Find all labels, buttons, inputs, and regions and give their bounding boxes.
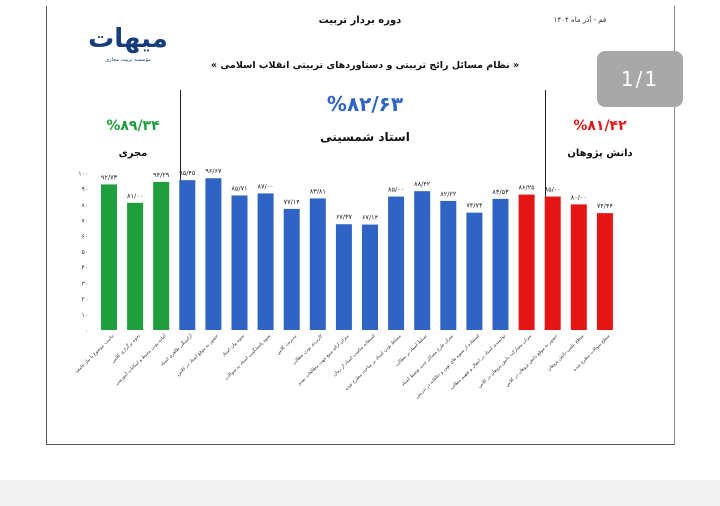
value-label: ۹۲/۷۳ xyxy=(101,173,118,181)
value-label: ۸۵/۷۱ xyxy=(231,184,247,192)
group-percent-students: %۸۱/۴۲ xyxy=(573,118,627,134)
value-label: ۸۲/۲۲ xyxy=(440,190,457,198)
bar xyxy=(153,181,170,330)
value-label: ۸۱/۰۰ xyxy=(127,192,143,200)
bar xyxy=(596,213,613,330)
x-tick-label: مدیریت کلاس xyxy=(275,333,298,356)
value-label: ۸۵/۰۰ xyxy=(545,186,561,194)
y-tick-label: ۳۰ xyxy=(82,280,88,287)
value-label: ۶۷/۳۷ xyxy=(336,213,353,221)
value-label: ۹۵/۴۵ xyxy=(179,169,196,177)
bar xyxy=(179,180,196,330)
page-indicator[interactable]: 1/1 xyxy=(597,51,683,107)
bar xyxy=(231,195,248,330)
value-label: ۸۷/۰۰ xyxy=(258,182,274,190)
y-tick-label: ۹۰ xyxy=(82,186,88,193)
report-subtitle: « نظام مسائل رائج تربیتی و دستاوردهای تر… xyxy=(210,60,520,71)
bar xyxy=(257,193,274,330)
y-tick-label: ۴۰ xyxy=(82,265,88,272)
x-tick-label: مسلط بودن استاد بر مباحث مطرح شده xyxy=(344,334,402,392)
bar xyxy=(362,224,378,330)
value-label: ۷۴/۷۴ xyxy=(466,202,483,210)
x-tick-label: حضور به موقع استاد در کلاس xyxy=(175,333,219,377)
value-label: ۸۶/۲۵ xyxy=(519,184,536,192)
y-tick-label: ۸۰ xyxy=(82,202,88,209)
x-tick-label: تناسب موضوع با نیاز جامعه xyxy=(75,333,116,374)
value-label: ۸۳/۵۳ xyxy=(492,188,509,196)
logo-text: میهات xyxy=(88,24,168,54)
bar xyxy=(492,198,509,330)
bar xyxy=(518,194,535,330)
bars xyxy=(101,178,613,330)
bar xyxy=(205,178,222,330)
value-label: ۸۸/۴۲ xyxy=(414,180,431,188)
value-label: ۹۶/۶۷ xyxy=(205,167,222,175)
y-tick-label: ۱۰ xyxy=(82,312,88,319)
bar xyxy=(440,200,457,330)
value-label: ۸۳/۸۱ xyxy=(310,187,326,195)
report-title: دوره بردار تربیت xyxy=(318,15,402,26)
y-tick-label: ۰ xyxy=(85,328,88,335)
bar xyxy=(570,204,587,330)
group-percent-teacher: %۸۲/۶۳ xyxy=(326,92,404,116)
report-document xyxy=(46,6,675,445)
value-labels: ۹۲/۷۳ ۸۱/۰۰ ۹۴/۲۹ ۹۵/۴۵ ۹۶/۶۷ ۸۵/۷۱ ۸۷/۰۰ ۷۷/۱۴… xyxy=(101,167,614,221)
value-label: ۶۷/۱۴ xyxy=(362,214,379,222)
x-tick-label: نحوه پاسخگویی استاد به سوالات xyxy=(223,332,272,381)
y-tick-label: ۱۰۰ xyxy=(78,171,88,178)
x-tick-label: نحوه بیان استاد xyxy=(222,334,246,358)
bar xyxy=(101,184,117,330)
x-tick-label: میزان طرح مسائل جدید توسط استاد xyxy=(401,334,455,388)
bar xyxy=(466,212,483,330)
bar xyxy=(127,202,144,330)
x-tick-label: میزان مشارکت دانش پژوهان در کلاس xyxy=(477,333,534,390)
bar xyxy=(309,198,326,330)
logo: میهات مؤسسه تربیت مجازی xyxy=(78,22,178,68)
report-date: قم - آذر ماه ۱۴۰۴ xyxy=(553,16,607,24)
y-tick-label: ۷۰ xyxy=(82,218,88,225)
bar xyxy=(544,196,561,330)
value-label: ۸۰/۰۰ xyxy=(571,193,587,201)
group-name-host: مجری xyxy=(118,148,148,159)
bottom-bar xyxy=(0,480,720,506)
group-name-students: دانش پژوهان xyxy=(567,148,633,159)
x-tick-label: میزان ارائه منبع جهت مطالعات بعدی xyxy=(297,334,351,388)
bar xyxy=(335,224,352,330)
value-label: ۹۴/۲۹ xyxy=(153,171,170,179)
group-name-teacher: استاد شمسینی xyxy=(320,130,410,144)
value-label: ۸۵/۰۰ xyxy=(388,186,404,194)
x-tick-label: توانمندی استاد در انتقال و تفهیم مطالب xyxy=(450,333,508,391)
logo-subtext: مؤسسه تربیت مجازی xyxy=(105,57,151,63)
value-label: ۷۴/۴۴ xyxy=(597,202,614,210)
bar xyxy=(414,191,431,330)
bar xyxy=(388,196,405,330)
x-tick-label: حضور به موقع دانش پژوهان در کلاس xyxy=(504,333,559,388)
value-label: ۷۷/۱۴ xyxy=(284,198,301,206)
y-tick-label: ۶۰ xyxy=(82,233,88,240)
x-tick-label: آماده بودن محیط و امکانات آموزشی xyxy=(114,333,168,387)
bar xyxy=(283,208,300,330)
group-percent-host: %۸۹/۳۴ xyxy=(106,118,160,134)
y-tick-label: ۲۰ xyxy=(82,296,88,303)
y-axis: ۰ ۱۰ ۲۰ ۳۰ ۴۰ ۵۰ ۶۰ ۷۰ ۸۰ ۹۰ ۱۰۰ xyxy=(78,171,88,335)
y-tick-label: ۵۰ xyxy=(82,249,88,256)
